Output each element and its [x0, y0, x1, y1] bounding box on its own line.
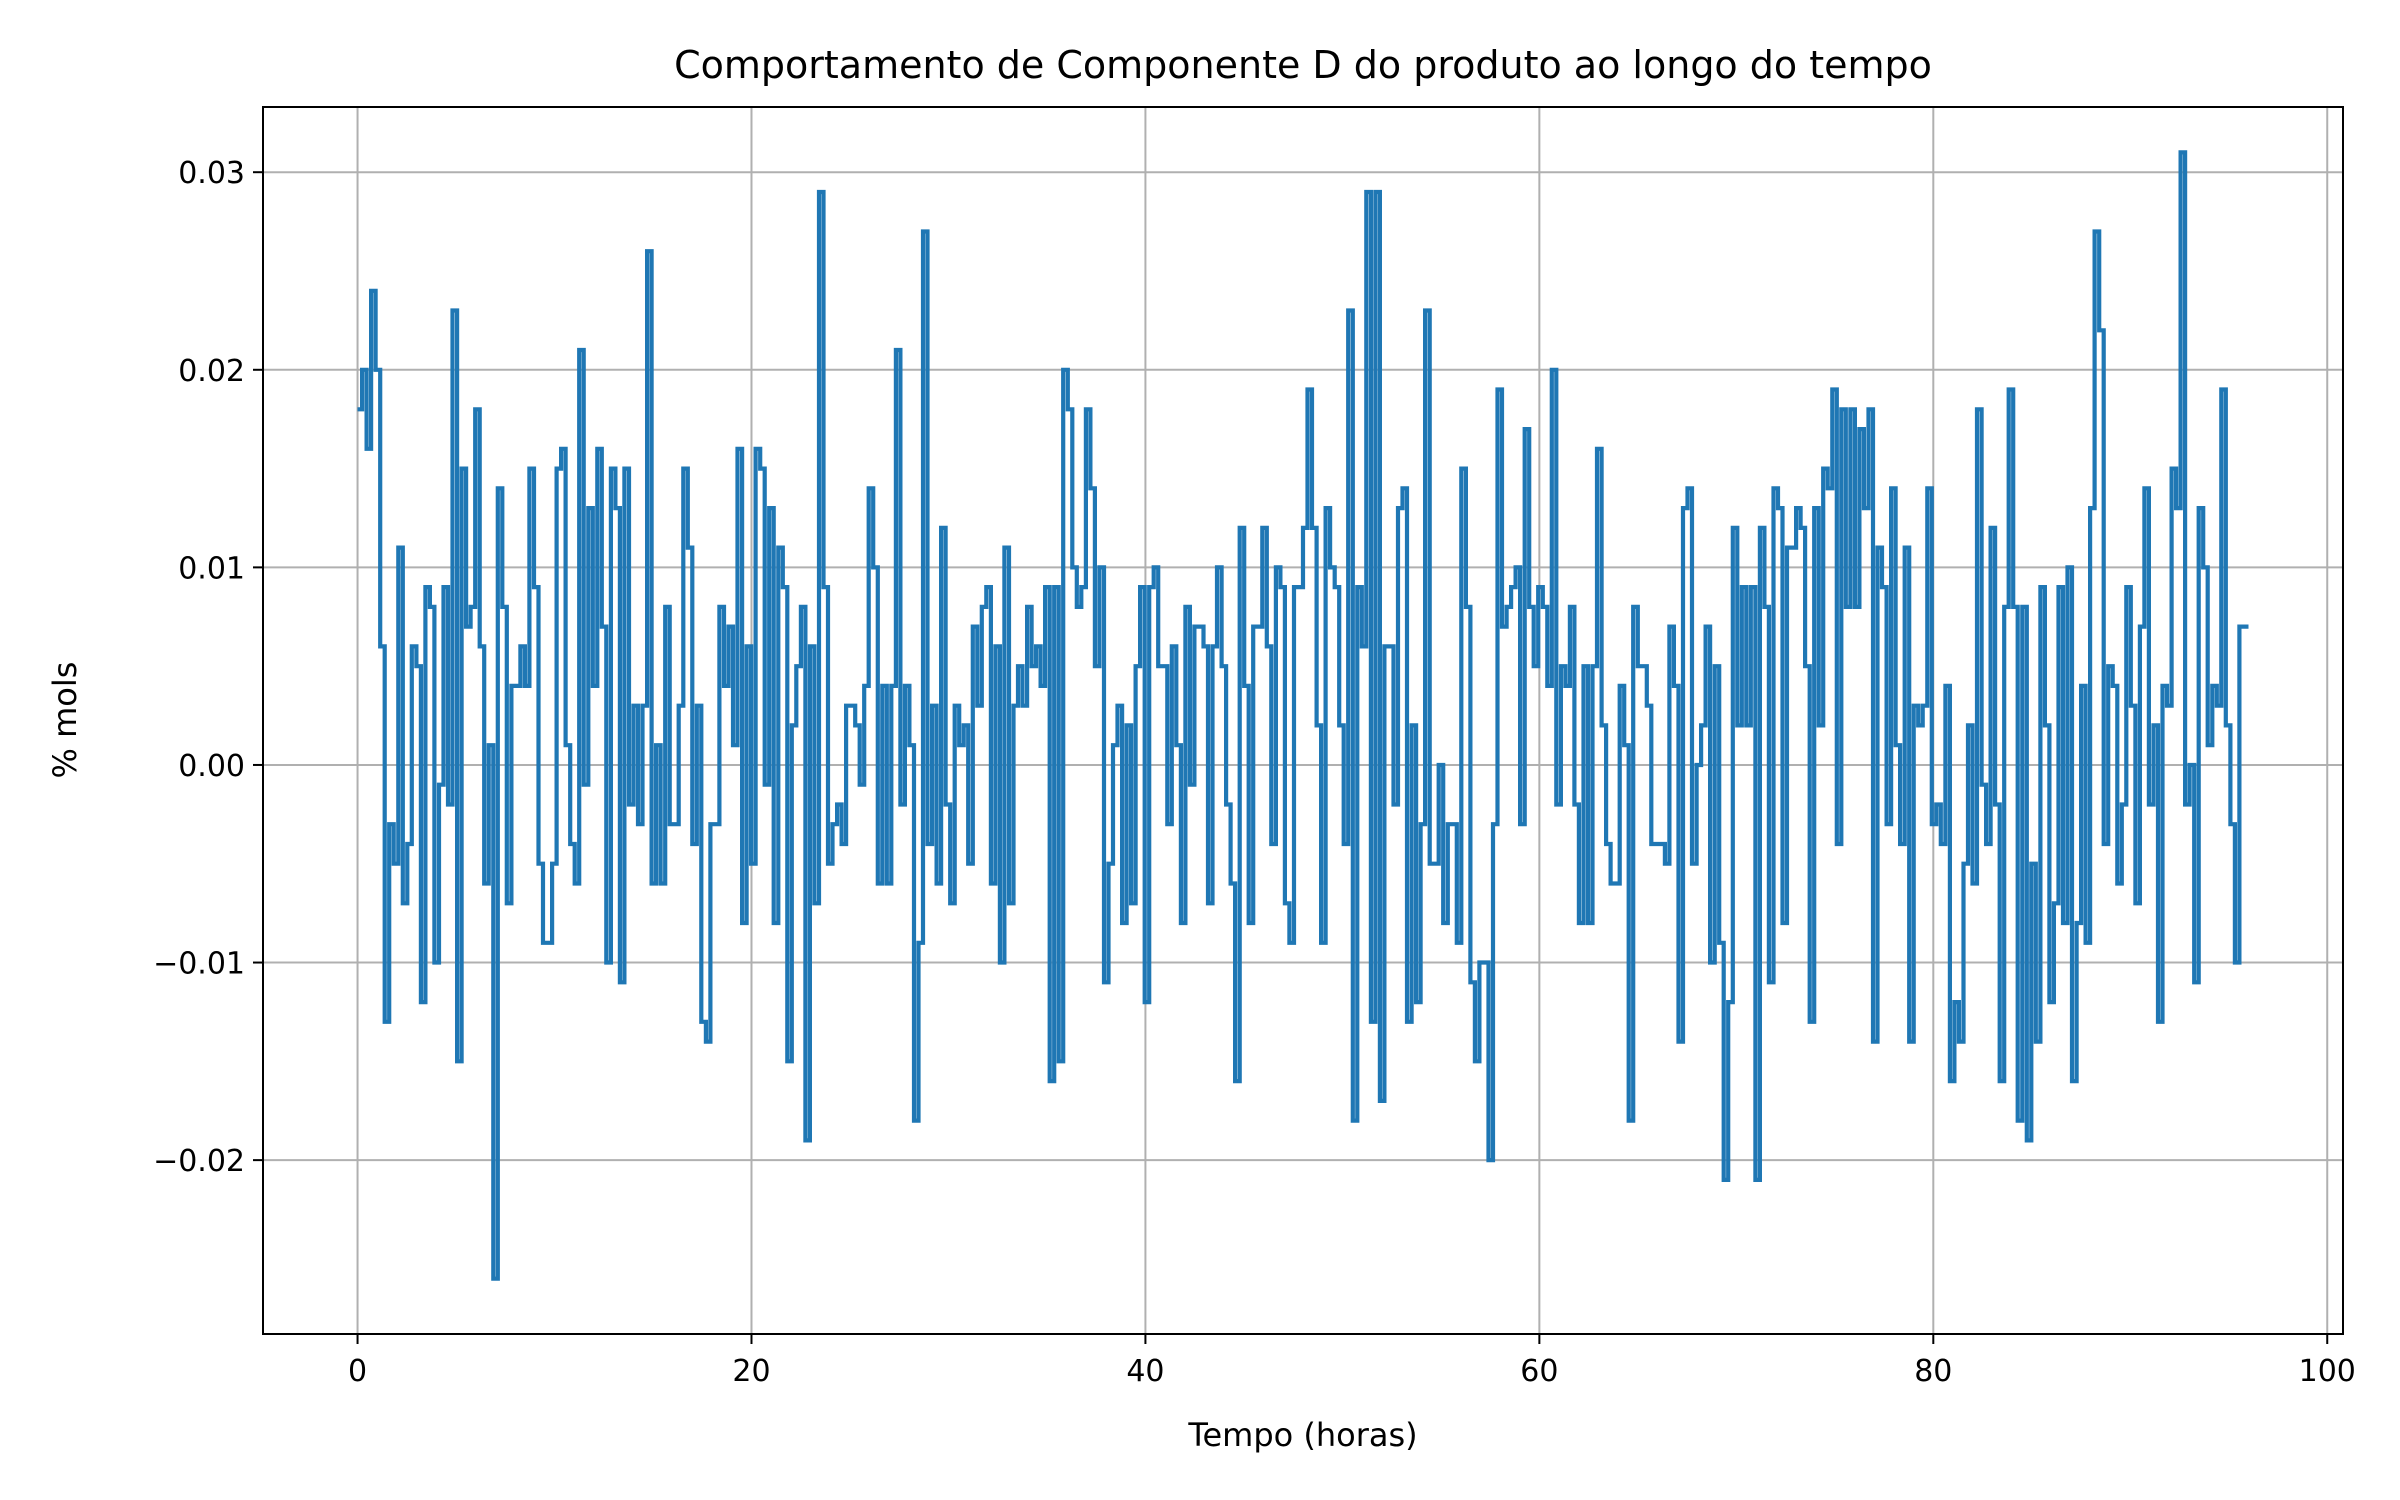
y-tick-label: 0.00 — [178, 749, 245, 784]
plot-area-frame — [262, 106, 2344, 1335]
x-tick-label: 40 — [1126, 1354, 1164, 1389]
y-tick-label: −0.01 — [153, 947, 245, 982]
x-axis-label: Tempo (horas) — [1187, 1416, 1417, 1454]
y-axis-label: % mols — [46, 662, 84, 779]
y-tick-label: 0.03 — [178, 156, 245, 191]
axis-ticks: 0 20 40 60 80 100 −0.02 −0.01 0.00 0.01 0.02 0.03 — [153, 156, 2356, 1389]
series-layer — [357, 150, 2249, 1281]
x-tick-label: 20 — [732, 1354, 770, 1389]
chart-title: Comportamento de Componente D do produto… — [674, 43, 1932, 87]
grid — [263, 107, 2343, 1334]
x-tick-label: 100 — [2299, 1354, 2356, 1389]
x-tick-label: 0 — [348, 1354, 367, 1389]
y-tick-label: −0.02 — [153, 1144, 245, 1179]
y-tick-label: 0.01 — [178, 551, 245, 586]
series-line-0 — [357, 150, 2249, 1281]
y-tick-label: 0.02 — [178, 354, 245, 389]
x-tick-label: 60 — [1520, 1354, 1558, 1389]
x-tick-label: 80 — [1914, 1354, 1952, 1389]
